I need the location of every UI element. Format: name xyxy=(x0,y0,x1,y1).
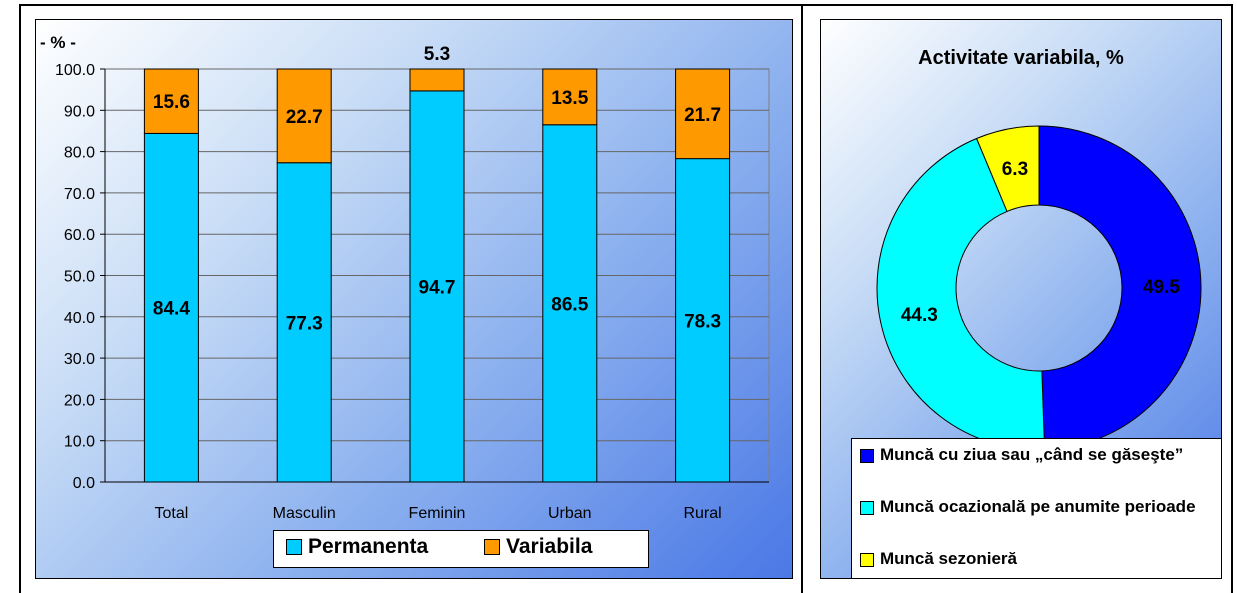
donut-label-munca-ocazionala-pe-anum: 44.3 xyxy=(901,305,938,326)
legend-swatch-permanenta xyxy=(286,539,302,555)
y-tick-label: 50.0 xyxy=(64,269,95,286)
data-label-variabila-masculin: 22.7 xyxy=(286,107,323,128)
legend-item-permanenta: Permanenta xyxy=(286,535,428,559)
bar-permanenta-urban xyxy=(542,124,598,483)
bar-variabila-masculin xyxy=(276,68,332,164)
data-label-variabila-urban: 13.5 xyxy=(551,88,588,109)
data-label-permanenta-total: 84.4 xyxy=(153,299,190,320)
donut-slice-munca-ocazionala-pe-anum xyxy=(876,137,1046,451)
bar-chart-legend: Permanenta Variabila xyxy=(273,530,649,568)
bar-variabila-total xyxy=(143,68,199,134)
legend-label-munca-cu-ziua: Muncă cu ziua sau „când se găseşte” xyxy=(880,445,1184,464)
legend-label-permanenta: Permanenta xyxy=(308,535,429,558)
bar-permanenta-rural xyxy=(675,158,731,483)
legend-item-munca-cu-ziua: Muncă cu ziua sau „când se găseşte” xyxy=(860,445,1220,465)
y-tick-label: 30.0 xyxy=(64,351,95,368)
x-tick-label-total: Total xyxy=(155,505,189,522)
x-tick-label-feminin: Feminin xyxy=(409,505,466,522)
bar-permanenta-total xyxy=(143,132,199,483)
donut-chart-legend: Muncă cu ziua sau „când se găseşte” Munc… xyxy=(851,438,1221,578)
bar-variabila-feminin xyxy=(409,68,465,92)
y-tick-label: 20.0 xyxy=(64,392,95,409)
legend-label-munca-sezoniera: Muncă sezonieră xyxy=(880,549,1017,568)
y-tick-label: 60.0 xyxy=(64,227,95,244)
legend-item-variabila: Variabila xyxy=(484,535,592,559)
bar-chart: 0.0 10.0 20.0 30.0 40.0 50.0 60.0 70.0 80.0 90.0 1… xyxy=(40,33,770,522)
bar-variabila-rural xyxy=(675,68,731,160)
frame-left xyxy=(19,4,21,593)
donut-chart-title: Activitate variabila, % xyxy=(918,47,1124,69)
donut-label-munca-cu-ziua-sau-cand-s: 49.5 xyxy=(1143,277,1180,298)
y-tick-label: 80.0 xyxy=(64,145,95,162)
donut-slice-munca-sezoniera xyxy=(975,125,1040,213)
legend-swatch-variabila xyxy=(484,539,500,555)
legend-label-munca-ocazionala: Muncă ocazională pe anumite perioade xyxy=(880,497,1196,516)
data-label-variabila-total: 15.6 xyxy=(153,92,190,113)
y-tick-label: 100.0 xyxy=(55,62,95,79)
legend-swatch-munca-cu-ziua xyxy=(860,449,874,463)
frame-divider xyxy=(801,4,803,593)
y-tick-label: 70.0 xyxy=(64,186,95,203)
donut-chart-panel: Activitate variabila, % 49.5 44.3 6.3 Munc… xyxy=(820,19,1222,579)
data-label-permanenta-feminin: 94.7 xyxy=(419,277,456,298)
legend-item-munca-sezoniera: Muncă sezonieră xyxy=(860,549,1220,569)
bar-variabila-urban xyxy=(542,68,598,126)
bar-permanenta-feminin xyxy=(409,90,465,483)
frame-right xyxy=(1231,4,1233,593)
legend-swatch-munca-ocazionala xyxy=(860,501,874,515)
x-tick-label-masculin: Masculin xyxy=(273,505,336,522)
x-tick-label-urban: Urban xyxy=(548,505,592,522)
data-label-permanenta-masculin: 77.3 xyxy=(286,313,323,334)
data-label-variabila-feminin: 5.3 xyxy=(424,44,450,65)
y-tick-label: 40.0 xyxy=(64,310,95,327)
donut-label-munca-sezoniera: 6.3 xyxy=(1002,159,1028,180)
legend-item-munca-ocazionala: Muncă ocazională pe anumite perioade xyxy=(860,497,1220,517)
legend-swatch-munca-sezoniera xyxy=(860,553,874,567)
frame-top xyxy=(19,4,1233,6)
data-label-permanenta-rural: 78.3 xyxy=(684,311,721,332)
x-tick-label-rural: Rural xyxy=(683,505,721,522)
y-axis-label: - % - xyxy=(40,33,76,52)
data-label-permanenta-urban: 86.5 xyxy=(551,294,588,315)
y-tick-label: 0.0 xyxy=(73,475,95,492)
data-label-variabila-rural: 21.7 xyxy=(684,105,721,126)
y-tick-label: 10.0 xyxy=(64,434,95,451)
legend-label-variabila: Variabila xyxy=(506,535,593,558)
bar-chart-panel: 0.0 10.0 20.0 30.0 40.0 50.0 60.0 70.0 80.0 90.0 1… xyxy=(35,19,793,579)
y-tick-label: 90.0 xyxy=(64,103,95,120)
donut-chart: 49.5 44.3 6.3 xyxy=(876,125,1202,451)
